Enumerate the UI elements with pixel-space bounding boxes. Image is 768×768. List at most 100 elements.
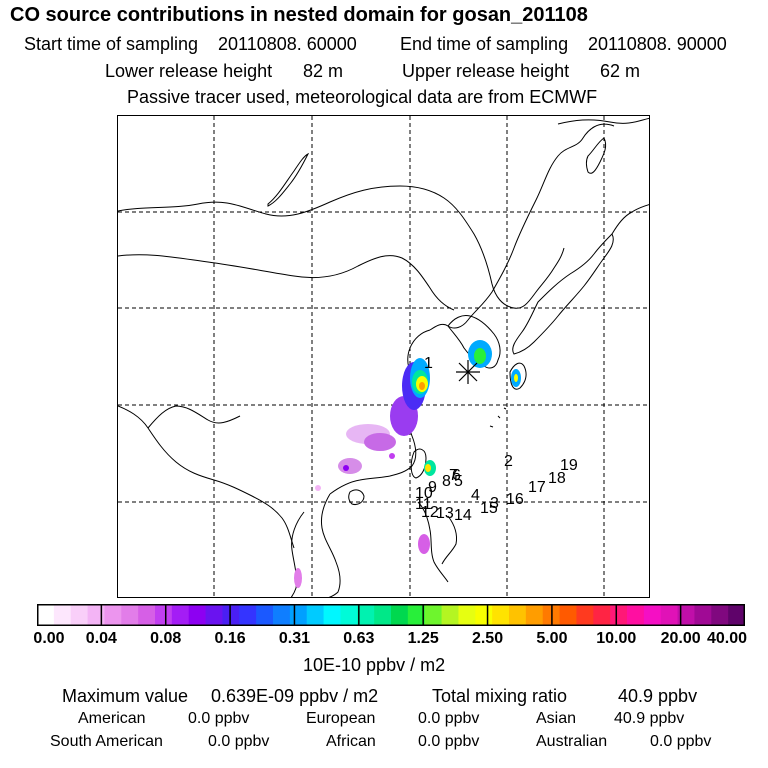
color-swatch [711, 604, 729, 626]
region-value-south-american: 0.0 ppbv [208, 733, 270, 750]
color-swatch [273, 604, 291, 626]
traj-label-13: 13 [436, 505, 454, 522]
color-swatch [70, 604, 89, 626]
color-scale-tick-label: 20.00 [660, 630, 701, 647]
color-swatch [391, 604, 409, 626]
traj-label-2: 2 [504, 453, 513, 470]
color-swatch [458, 604, 476, 626]
color-swatch [87, 604, 105, 626]
coastlines [118, 117, 649, 597]
color-swatch [660, 604, 679, 626]
color-scale-tick-label: 5.00 [536, 630, 568, 647]
lat-lon-grid [118, 116, 649, 597]
color-swatch [222, 604, 240, 626]
color-swatch [627, 604, 645, 626]
color-scale-tick-label: 1.25 [407, 630, 439, 647]
color-swatch [475, 604, 493, 626]
region-value-african: 0.0 ppbv [418, 733, 480, 750]
traj-label-12: 12 [421, 504, 439, 521]
color-swatch [205, 604, 223, 626]
color-swatch [559, 604, 577, 626]
color-scale-tick-label: 0.16 [214, 630, 246, 647]
max-value-label: Maximum value [62, 686, 189, 706]
traj-label-15: 15 [480, 500, 498, 517]
region-value-asian: 40.9 ppbv [614, 710, 685, 727]
lower-release-value: 82 m [303, 61, 344, 81]
color-scale-tick-label: 0.31 [278, 630, 311, 647]
region-name-african: African [326, 733, 376, 750]
color-swatch [728, 604, 745, 626]
upper-release-value: 62 m [600, 61, 641, 81]
color-swatch [610, 604, 628, 626]
region-name-american: American [78, 710, 146, 727]
traj-label-6: 6 [452, 467, 461, 484]
color-scale-tick-label: 2.50 [471, 630, 504, 647]
color-swatch [256, 604, 274, 626]
region-value-american: 0.0 ppbv [188, 710, 250, 727]
color-swatch [492, 604, 510, 626]
traj-label-18: 18 [548, 470, 566, 487]
color-scale-tick-label: 40.00 [706, 630, 748, 647]
color-swatch [188, 604, 207, 626]
traj-label-3: 3 [490, 495, 499, 512]
color-swatch [374, 604, 392, 626]
color-swatch [104, 604, 122, 626]
traj-label-7: 7 [449, 467, 458, 484]
color-scale-tick-label: 0.63 [343, 630, 375, 647]
upper-release-label: Upper release height [402, 61, 570, 81]
color-scale-tick-label: 0.08 [150, 630, 182, 647]
total-mixing-value: 40.9 ppbv [618, 686, 698, 706]
color-scale-tick-label: 10.00 [596, 630, 637, 647]
end-time-label: End time of sampling [400, 34, 569, 54]
map-canvas: 1 2 3 4 5 6 7 8 9 10 11 12 13 14 15 16 1… [118, 116, 649, 597]
traj-label-14: 14 [454, 507, 472, 524]
color-swatch [357, 604, 375, 626]
color-swatch [576, 604, 594, 626]
color-scale-bar [37, 604, 745, 626]
color-scale-tick-label: 0.04 [85, 630, 117, 647]
receptor-asterisk-icon [456, 360, 480, 384]
color-swatch [643, 604, 662, 626]
color-swatch [323, 604, 341, 626]
chart-title: CO source contributions in nested domain… [10, 4, 588, 26]
traj-label-1: 1 [424, 355, 433, 372]
map-panel: 1 2 3 4 5 6 7 8 9 10 11 12 13 14 15 16 1… [117, 115, 650, 598]
traj-label-10: 10 [415, 485, 433, 502]
region-name-european: European [306, 710, 376, 727]
traj-label-4: 4 [471, 487, 480, 504]
total-mixing-label: Total mixing ratio [432, 686, 568, 706]
traj-label-16: 16 [506, 491, 524, 508]
region-value-european: 0.0 ppbv [418, 710, 480, 727]
color-swatch [239, 604, 257, 626]
color-swatch [407, 604, 426, 626]
start-time-value: 20110808. 60000 [218, 34, 357, 54]
color-swatch [289, 604, 308, 626]
color-scale-border [37, 604, 745, 626]
color-swatch [677, 604, 695, 626]
color-swatch [424, 604, 443, 626]
color-swatch [53, 604, 72, 626]
color-swatch [37, 604, 55, 626]
traj-label-19: 19 [560, 457, 578, 474]
color-swatch [525, 604, 544, 626]
region-value-australian: 0.0 ppbv [650, 733, 712, 750]
traj-label-17: 17 [528, 479, 546, 496]
color-swatch [121, 604, 139, 626]
max-value: 0.639E-09 ppbv / m2 [211, 686, 379, 706]
color-swatch [306, 604, 325, 626]
start-time-label: Start time of sampling [24, 34, 199, 54]
color-swatch [509, 604, 527, 626]
color-scale-tick-label: 0.00 [33, 630, 65, 647]
color-swatch [441, 604, 459, 626]
traj-label-5: 5 [454, 473, 463, 490]
traj-label-11: 11 [415, 496, 432, 513]
color-swatch [171, 604, 190, 626]
traj-label-8: 8 [442, 473, 451, 490]
tracer-note: Passive tracer used, meteorological data… [127, 87, 598, 107]
trajectory-labels: 1 2 3 4 5 6 7 8 9 10 11 12 13 14 15 16 1… [415, 355, 578, 524]
color-swatch [694, 604, 712, 626]
region-name-asian: Asian [536, 710, 577, 727]
color-scale-unit: 10E-10 ppbv / m2 [303, 655, 446, 675]
source-footprint [294, 340, 521, 588]
lower-release-label: Lower release height [105, 61, 273, 81]
